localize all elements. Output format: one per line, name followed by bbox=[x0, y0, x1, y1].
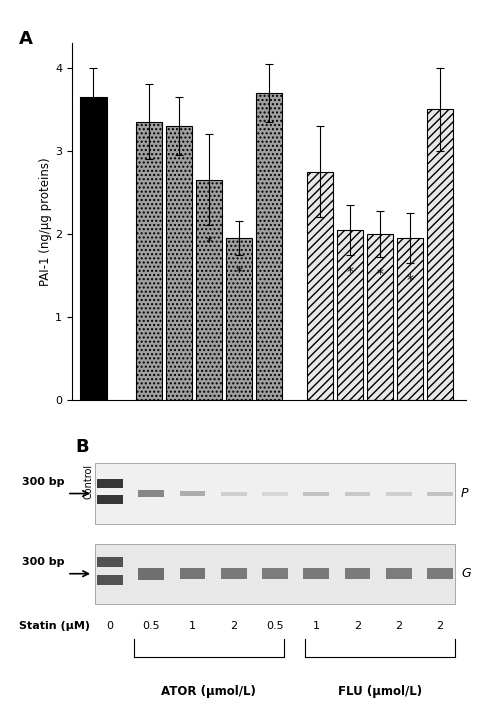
Text: 1: 1 bbox=[313, 620, 320, 630]
Bar bbox=[367, 233, 393, 400]
Bar bbox=[95, 463, 455, 523]
Text: B: B bbox=[75, 438, 89, 456]
Bar bbox=[180, 491, 205, 496]
Text: Statin (μM): Statin (μM) bbox=[19, 620, 90, 630]
Bar bbox=[97, 478, 123, 488]
Text: 1.0: 1.0 bbox=[370, 464, 380, 479]
Text: FLU (μmol/L): FLU (μmol/L) bbox=[338, 685, 422, 698]
Bar bbox=[262, 568, 288, 579]
Bar bbox=[180, 568, 205, 580]
Text: 0: 0 bbox=[107, 620, 113, 630]
Text: 0.5: 0.5 bbox=[169, 464, 179, 480]
Bar bbox=[337, 230, 363, 400]
Bar bbox=[255, 93, 282, 400]
Text: 0.5: 0.5 bbox=[266, 620, 284, 630]
Bar bbox=[386, 568, 411, 579]
Bar bbox=[136, 121, 162, 400]
Bar bbox=[345, 568, 371, 579]
Text: 1.0: 1.0 bbox=[199, 464, 209, 479]
Bar bbox=[95, 543, 455, 604]
Text: 0.25: 0.25 bbox=[139, 464, 149, 486]
Text: 2: 2 bbox=[436, 620, 444, 630]
Text: 2: 2 bbox=[395, 620, 402, 630]
Text: A: A bbox=[19, 30, 33, 48]
Bar bbox=[427, 568, 453, 579]
Bar bbox=[427, 491, 453, 496]
Text: 0.25: 0.25 bbox=[310, 464, 320, 486]
Bar bbox=[221, 568, 247, 579]
Bar bbox=[221, 491, 247, 496]
Text: Mev+2.0: Mev+2.0 bbox=[259, 464, 269, 508]
Text: 2: 2 bbox=[354, 620, 361, 630]
Bar bbox=[303, 491, 329, 496]
Text: Mev+2.0: Mev+2.0 bbox=[430, 464, 440, 508]
Text: 0.5: 0.5 bbox=[143, 620, 160, 630]
Bar bbox=[262, 491, 288, 496]
Text: 2.0: 2.0 bbox=[229, 464, 239, 480]
Bar bbox=[97, 557, 123, 568]
Text: 300 bp: 300 bp bbox=[23, 557, 65, 567]
Bar bbox=[80, 97, 107, 400]
Text: *: * bbox=[205, 236, 213, 249]
Text: G: G bbox=[461, 567, 470, 580]
Bar bbox=[166, 126, 192, 400]
Bar bbox=[97, 495, 123, 503]
Bar bbox=[226, 238, 252, 400]
Text: 2.0: 2.0 bbox=[400, 464, 410, 480]
Bar bbox=[196, 180, 222, 400]
Bar bbox=[386, 491, 411, 496]
Text: 300 bp: 300 bp bbox=[23, 476, 65, 486]
Text: ATOR (μmol/L): ATOR (μmol/L) bbox=[161, 685, 256, 698]
Text: 2: 2 bbox=[230, 620, 237, 630]
Bar bbox=[345, 491, 371, 496]
Bar bbox=[396, 238, 423, 400]
Bar bbox=[138, 568, 164, 580]
Y-axis label: PAI-1 (ng/μg proteins): PAI-1 (ng/μg proteins) bbox=[39, 157, 52, 286]
Text: 1: 1 bbox=[189, 620, 196, 630]
Bar bbox=[97, 575, 123, 585]
Text: *: * bbox=[235, 264, 242, 278]
Text: P: P bbox=[461, 487, 468, 500]
Text: *: * bbox=[347, 264, 354, 278]
Bar bbox=[138, 490, 164, 498]
Text: Control: Control bbox=[84, 464, 94, 499]
Bar bbox=[303, 568, 329, 579]
Bar bbox=[427, 109, 453, 400]
Text: *: * bbox=[376, 267, 384, 281]
Text: *: * bbox=[407, 273, 413, 287]
Text: 0.5: 0.5 bbox=[340, 464, 350, 480]
Bar bbox=[307, 171, 334, 400]
